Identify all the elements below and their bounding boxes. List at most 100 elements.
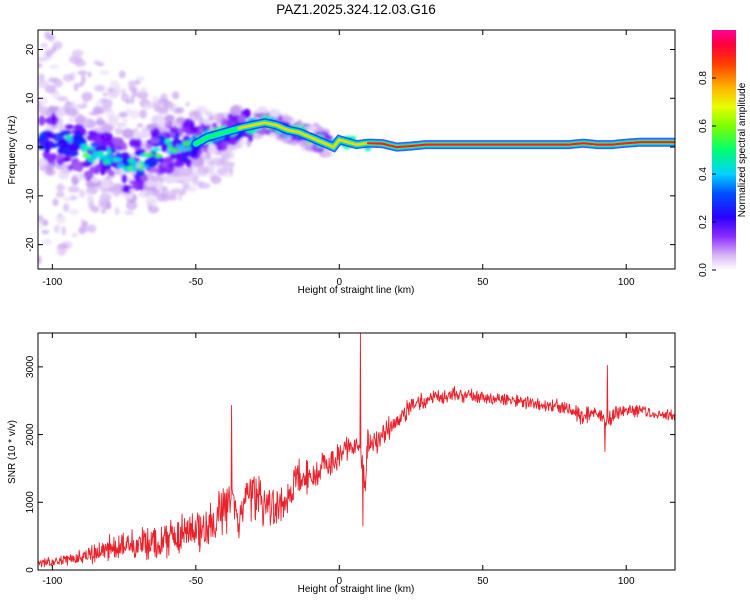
spectrogram-band-blob	[180, 150, 188, 156]
spectrogram-plot-area	[38, 30, 675, 269]
spectrogram-band-blob	[181, 126, 191, 133]
spectrogram-noise-blob	[101, 208, 107, 214]
spectrogram-band-blob	[122, 128, 134, 139]
spectrogram-band-blob	[129, 138, 138, 148]
snr-series	[38, 333, 675, 568]
spectrogram-band-blob	[73, 130, 83, 142]
spectrogram-band-blob	[57, 138, 70, 149]
snr-plot-area	[38, 333, 675, 570]
spectrogram-accent-blob	[106, 148, 112, 155]
spectrogram-band-blob	[112, 136, 124, 148]
spectrogram-band-blob	[135, 167, 145, 178]
spectrogram-noise-blob	[72, 232, 78, 238]
spectrogram-noise-blob	[78, 225, 90, 233]
spectrogram-band-blob	[169, 126, 179, 133]
colorbar-tick-label: 0.8	[698, 71, 709, 85]
spectrogram-accent-blob	[128, 158, 135, 164]
spectrogram-noise-blob	[38, 56, 48, 62]
spectrogram-band-blob	[55, 110, 67, 117]
spectrogram-accent-blob	[167, 143, 172, 149]
spectrogram-band-blob	[178, 169, 192, 174]
spectrogram-accent-blob	[166, 150, 174, 154]
spectrogram-noise-blob	[40, 42, 49, 49]
spectrogram-band-blob	[140, 174, 149, 182]
spectrogram-band-blob	[38, 157, 47, 167]
y-tick-label: 2000	[25, 423, 36, 446]
x-tick-label: 50	[477, 277, 489, 288]
spectrogram-band-blob	[59, 129, 72, 137]
snr-frame	[37, 332, 676, 571]
spectrogram-band-blob	[140, 129, 149, 137]
spectrogram-noise-blob	[171, 91, 180, 100]
colorbar-gradient	[712, 30, 736, 270]
spectrogram-band-blob	[161, 157, 171, 164]
spectrogram-band-blob	[237, 144, 243, 149]
spectrogram-noise-blob	[87, 224, 97, 233]
spectrogram-noise-blob	[67, 185, 80, 193]
spectrogram-accent-blob	[143, 152, 154, 157]
spectrogram-noise-blob	[148, 205, 160, 214]
spectrogram-band-blob	[155, 118, 167, 125]
spectrogram-noise-blob	[130, 94, 135, 105]
spectrogram-noise-blob	[73, 82, 79, 92]
figure-title: PAZ1.2025.324.12.03.G16	[276, 2, 436, 17]
spectrogram-accent-blob	[105, 154, 113, 160]
spectrogram-band-blob	[45, 140, 55, 149]
x-tick-label: -50	[189, 576, 204, 587]
spectrogram-band-blob	[67, 164, 74, 171]
spectrogram-band-blob	[57, 147, 64, 155]
spectrogram-band-blob	[102, 125, 113, 132]
spectrogram-noise-blob	[56, 184, 66, 192]
spectrogram-noise-blob	[125, 99, 131, 105]
spectrogram-noise-blob	[99, 193, 112, 202]
spectrogram-noise-blob	[107, 116, 119, 127]
spectrogram-band-blob	[129, 180, 138, 185]
spectrogram-accent-blob	[92, 151, 99, 156]
spectrogram-noise-blob	[134, 79, 141, 85]
spectrogram-noise-blob	[101, 103, 111, 111]
spectrogram-band-blob	[46, 164, 55, 169]
spectrogram-band-blob	[154, 180, 164, 190]
spectrogram-accent-blob	[84, 145, 92, 150]
spectrogram-noise-blob	[61, 225, 66, 236]
spectrogram-noise-blob	[38, 80, 50, 89]
spectrogram-accent-blob	[164, 139, 172, 143]
spectrogram-noise-blob	[114, 206, 120, 216]
spectrogram-band-blob	[180, 176, 194, 183]
spectrogram-noise-blob	[38, 95, 48, 106]
spectrogram-band-blob	[113, 191, 120, 197]
spectrogram-band-blob	[229, 105, 241, 116]
spectrogram-noise-blob	[99, 69, 110, 75]
y-tick-label: -10	[25, 188, 36, 203]
spectrogram-accent-blob	[113, 157, 122, 162]
spectrogram-noise-blob	[92, 106, 103, 115]
spectrogram-noise-blob	[76, 104, 88, 109]
snr-x-axis: -100 -50 0 50 100	[42, 333, 635, 587]
spectrogram-noise-blob	[95, 100, 101, 107]
spectrogram-noise-blob	[135, 76, 145, 81]
spectrogram-band-blob	[51, 112, 57, 123]
spectrogram-accent-blob	[175, 144, 185, 148]
y-tick-label: -20	[25, 237, 36, 252]
spectrogram-accent-blob	[139, 160, 144, 166]
spectrogram-noise-blob	[105, 202, 112, 210]
spectrogram-noise-blob	[58, 172, 70, 180]
snr-line	[38, 333, 675, 568]
spectrogram-noise-blob	[88, 202, 95, 210]
spectrogram-band-blob	[226, 119, 237, 127]
spectrogram-noise-blob	[56, 96, 69, 102]
spectrogram-xlabel: Height of straight line (km)	[298, 285, 415, 296]
spectrogram-noise-blob	[157, 104, 164, 114]
spectrogram-noise-blob	[87, 195, 94, 205]
spectrogram-accent-blob	[186, 146, 192, 151]
spectrogram-noise-blob	[118, 70, 126, 79]
spectrogram-noise-blob	[148, 101, 159, 109]
spectrogram-noise-blob	[186, 185, 198, 193]
spectrogram-accent-blob	[168, 147, 175, 151]
spectrogram-band-blob	[137, 181, 145, 191]
spectrogram-band-blob	[281, 137, 289, 144]
spectrogram-noise-blob	[52, 198, 59, 207]
spectrogram-ridge	[191, 118, 675, 153]
